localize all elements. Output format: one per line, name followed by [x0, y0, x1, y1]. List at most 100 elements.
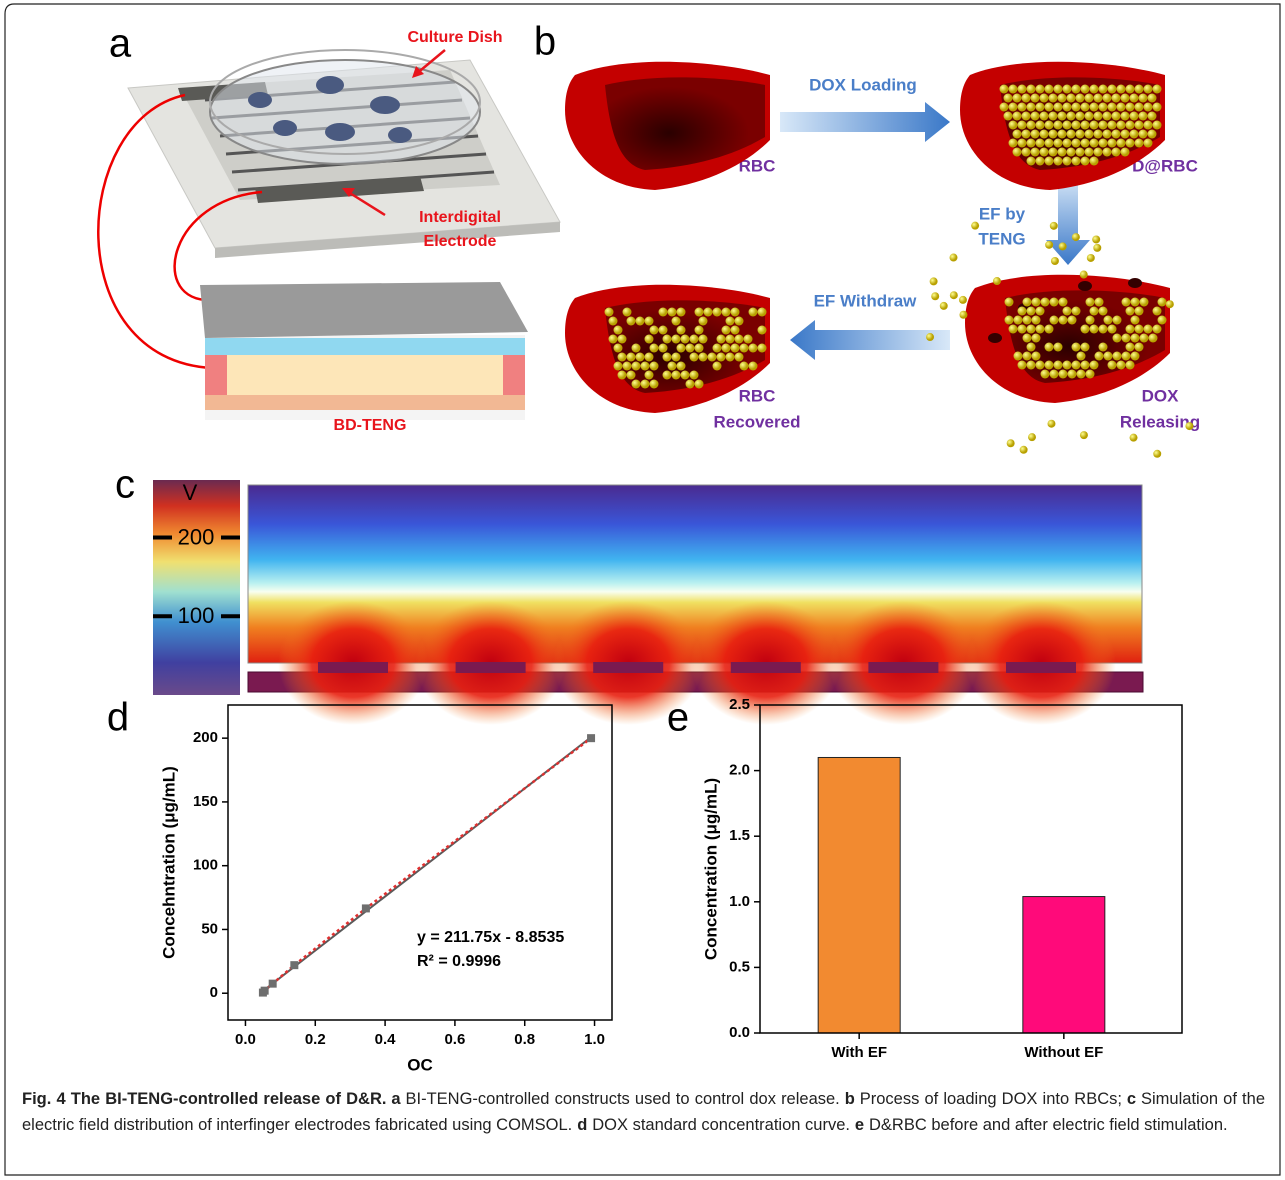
dox-particle [605, 308, 614, 317]
dox-particle [1040, 112, 1049, 121]
dox-particle [1049, 112, 1058, 121]
dox-particle [1131, 298, 1140, 307]
dox-particle [704, 308, 713, 317]
dox-particle [1027, 139, 1036, 148]
dox-particle [1121, 148, 1130, 157]
dox-particle [1031, 148, 1040, 157]
dox-particle [1031, 112, 1040, 121]
dox-particle [677, 344, 686, 353]
dox-particle [1112, 112, 1121, 121]
dox-particle [1058, 94, 1067, 103]
dox-particle [1140, 334, 1149, 343]
dox-particle [699, 335, 708, 344]
dox-particle [681, 371, 690, 380]
dox-particle [645, 371, 654, 380]
dox-particle [1094, 94, 1103, 103]
colorbar-unit: V [183, 480, 198, 505]
dox-particle [1153, 121, 1162, 130]
dox-particle [1036, 325, 1045, 334]
dox-particle [663, 335, 672, 344]
spacer [503, 355, 525, 395]
y-tick-label: 0 [210, 984, 218, 1001]
dox-particle [690, 353, 699, 362]
dox-particle [1108, 103, 1117, 112]
dox-particle [1122, 352, 1131, 361]
label: Electrode [424, 233, 497, 250]
teng-layer [205, 338, 525, 355]
dox-particle [1051, 257, 1059, 265]
dox-particle [749, 344, 758, 353]
label: RBC [739, 386, 776, 405]
data-point [362, 904, 370, 912]
annotation: R² = 0.9996 [417, 953, 501, 970]
dox-particle [1117, 139, 1126, 148]
dox-particle [1135, 85, 1144, 94]
dox-particle [1072, 121, 1081, 130]
dox-particle [1126, 139, 1135, 148]
dox-particle [1032, 298, 1041, 307]
dox-particle [1149, 334, 1158, 343]
dox-particle [758, 344, 767, 353]
dox-particle [735, 353, 744, 362]
dox-particle [1135, 103, 1144, 112]
panel-a: a Culture Dish Interdigital Electrode BD… [98, 22, 560, 435]
dox-particle [1054, 157, 1063, 166]
dox-particle [1092, 235, 1100, 243]
dox-particle [614, 344, 623, 353]
label: DOX [1142, 386, 1180, 405]
dox-particle [1131, 352, 1140, 361]
label: EF by [979, 204, 1026, 223]
dox-particle [1144, 139, 1153, 148]
dox-particle [1126, 361, 1135, 370]
dox-particle [1086, 370, 1095, 379]
dox-particle [1023, 334, 1032, 343]
dox-particle [1063, 157, 1072, 166]
dox-particle [1036, 121, 1045, 130]
dox-particle [1050, 222, 1058, 230]
dox-particle [1090, 361, 1099, 370]
dox-particle [650, 380, 659, 389]
dox-particle [1050, 316, 1059, 325]
dox-particle [1000, 103, 1009, 112]
dox-particle [1018, 307, 1027, 316]
dox-particle [1049, 148, 1058, 157]
dox-particle [1072, 343, 1081, 352]
dox-particle [1153, 450, 1161, 458]
dox-particle [1027, 307, 1036, 316]
dox-particle [641, 380, 650, 389]
dox-particle [1085, 130, 1094, 139]
dox-particle [1058, 130, 1067, 139]
bar [1023, 897, 1105, 1033]
dox-particle [1058, 112, 1067, 121]
caption-run: Process of loading DOX into RBCs; [860, 1090, 1122, 1108]
dox-particle [1153, 103, 1162, 112]
dox-particle [1103, 130, 1112, 139]
arrow [790, 320, 950, 360]
dox-particle [627, 371, 636, 380]
dox-particle [1085, 94, 1094, 103]
panel-label: e [667, 696, 689, 740]
dox-particle [645, 317, 654, 326]
dox-particle [1185, 422, 1193, 430]
dox-particle [618, 335, 627, 344]
x-tick-label: With EF [831, 1044, 887, 1061]
dox-particle [1130, 112, 1139, 121]
dox-particle [1036, 103, 1045, 112]
dox-particle [641, 362, 650, 371]
panel-label: c [115, 463, 135, 507]
data-point [290, 961, 298, 969]
caption-run: BI-TENG-controlled constructs used to co… [406, 1090, 840, 1108]
dox-particle [1009, 85, 1018, 94]
bar [818, 757, 900, 1033]
dox-particle [1063, 361, 1072, 370]
label: DOX Loading [809, 75, 917, 94]
x-tick-label: 0.8 [514, 1031, 535, 1048]
dox-particle [1013, 148, 1022, 157]
dox-particle [1090, 325, 1099, 334]
dox-particle [950, 254, 958, 262]
dox-particle [1049, 94, 1058, 103]
dox-particle [1112, 130, 1121, 139]
dox-particle [1063, 103, 1072, 112]
x-tick-label: 1.0 [584, 1031, 605, 1048]
dox-particle [650, 344, 659, 353]
